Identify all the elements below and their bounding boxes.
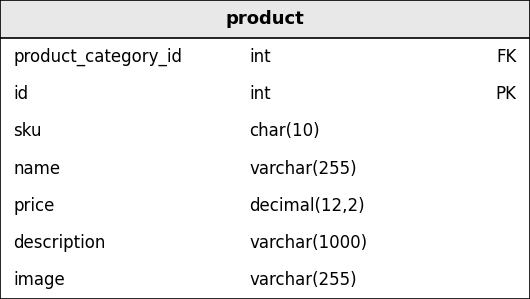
Text: FK: FK	[497, 48, 517, 66]
Bar	[0, 0, 530, 38]
Text: int: int	[249, 85, 271, 103]
Text: decimal(12,2): decimal(12,2)	[249, 197, 365, 215]
Text: price: price	[13, 197, 55, 215]
Text: varchar(1000): varchar(1000)	[249, 234, 367, 252]
Text: sku: sku	[13, 122, 42, 140]
Text: char(10): char(10)	[249, 122, 320, 140]
Text: product: product	[226, 10, 304, 28]
Text: description: description	[13, 234, 105, 252]
Text: int: int	[249, 48, 271, 66]
Text: id: id	[13, 85, 29, 103]
Text: varchar(255): varchar(255)	[249, 271, 357, 289]
Text: product_category_id: product_category_id	[13, 48, 182, 66]
Text: image: image	[13, 271, 65, 289]
Text: PK: PK	[496, 85, 517, 103]
Text: name: name	[13, 159, 60, 178]
Text: varchar(255): varchar(255)	[249, 159, 357, 178]
